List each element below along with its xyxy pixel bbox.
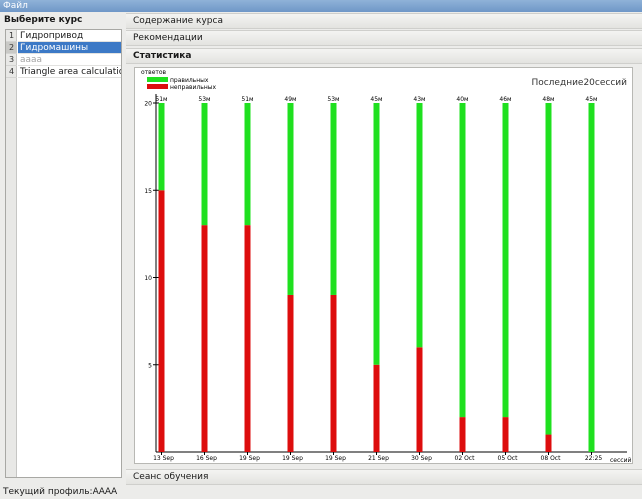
statistics-chart: 5 10 15 20 ответов сессий Последние20сессий пра… — [141, 69, 631, 463]
bar-incorrect — [201, 225, 208, 452]
course-list-heading: Выберите курс — [4, 15, 83, 25]
course-item-number: 3 — [6, 54, 17, 66]
course-item-selected[interactable]: 2 Гидромашины — [6, 42, 121, 54]
bar-duration-label: 53м — [198, 96, 210, 103]
y-tick-label: 10 — [144, 275, 152, 282]
section-learning-session[interactable]: Сеанс обучения — [126, 469, 642, 485]
course-item-name[interactable]: Гидропривод — [18, 30, 121, 42]
legend-label: правильных — [170, 77, 209, 84]
bar-duration-label: 45м — [585, 96, 597, 103]
bar-correct — [287, 103, 294, 295]
x-tick-label: 22:25 — [585, 455, 602, 462]
section-statistics-label: Статистика — [133, 51, 192, 61]
x-tick-label: 19 Sep — [282, 455, 303, 462]
bar-duration-label: 53м — [327, 96, 339, 103]
legend-label: неправильных — [170, 84, 216, 91]
course-item[interactable]: 4 Triangle area calculations — [6, 66, 121, 78]
course-item-name[interactable]: Гидромашины — [18, 42, 121, 54]
course-item[interactable]: 1 Гидропривод — [6, 30, 121, 42]
bar-duration-label: 51м — [155, 96, 167, 103]
bar-correct — [201, 103, 208, 226]
menu-file[interactable]: Файл — [3, 1, 28, 11]
course-item-number: 2 — [6, 42, 17, 54]
course-list-gutter — [6, 30, 17, 477]
y-tick-label: 15 — [144, 188, 152, 195]
section-recommendations-label: Рекомендации — [133, 33, 203, 43]
section-course-content[interactable]: Содержание курса — [126, 13, 642, 29]
section-statistics[interactable]: Статистика — [126, 48, 642, 64]
x-tick-label: 02 Oct — [455, 455, 476, 462]
bar-duration-label: 45м — [370, 96, 382, 103]
bar-incorrect — [158, 190, 165, 452]
y-tick-label: 20 — [144, 101, 152, 108]
y-axis-label: ответов — [141, 69, 167, 76]
bar-duration-label: 48м — [542, 96, 554, 103]
legend-swatch — [147, 84, 168, 89]
bar-correct — [459, 103, 466, 418]
bar-duration-label: 49м — [284, 96, 296, 103]
course-item-number: 1 — [6, 30, 17, 42]
bar-incorrect — [287, 294, 294, 452]
bar-correct — [416, 103, 423, 348]
bar-incorrect — [502, 417, 509, 452]
bar-duration-label: 40м — [456, 96, 468, 103]
x-tick-label: 08 Oct — [541, 455, 562, 462]
bar-correct — [502, 103, 509, 418]
x-axis-label: сессий — [610, 457, 631, 463]
bar-correct — [588, 103, 595, 452]
course-item-name[interactable]: Triangle area calculations — [18, 66, 121, 78]
section-learning-session-label: Сеанс обучения — [133, 472, 209, 482]
y-tick-label: 5 — [148, 362, 152, 369]
bar-incorrect — [459, 417, 466, 452]
bar-incorrect — [330, 294, 337, 452]
x-tick-label: 19 Sep — [239, 455, 260, 462]
bar-correct — [545, 103, 552, 435]
bar-correct — [158, 103, 165, 191]
bar-incorrect — [416, 347, 423, 452]
x-tick-label: 13 Sep — [153, 455, 174, 462]
chart-title: Последние20сессий — [531, 78, 627, 88]
x-tick-label: 21 Sep — [368, 455, 389, 462]
course-item-name[interactable]: аааа — [18, 54, 121, 66]
section-recommendations[interactable]: Рекомендации — [126, 30, 642, 46]
course-item-number: 4 — [6, 66, 17, 78]
x-tick-label: 05 Oct — [498, 455, 519, 462]
legend-swatch — [147, 77, 168, 82]
x-tick-label: 16 Sep — [196, 455, 217, 462]
bar-correct — [244, 103, 251, 226]
status-profile: Текущий профиль:АААА — [3, 487, 118, 497]
bar-incorrect — [244, 225, 251, 452]
bar-incorrect — [373, 364, 380, 452]
bar-duration-label: 43м — [413, 96, 425, 103]
course-item[interactable]: 3 аааа — [6, 54, 121, 66]
statistics-chart-panel: 5 10 15 20 ответов сессий Последние20сессий пра… — [134, 67, 633, 464]
bar-correct — [373, 103, 380, 365]
bar-incorrect — [545, 434, 552, 452]
x-tick-label: 30 Sep — [411, 455, 432, 462]
section-course-content-label: Содержание курса — [133, 16, 223, 26]
bar-correct — [330, 103, 337, 295]
menu-bar: Файл — [0, 0, 642, 12]
course-list[interactable]: 1 Гидропривод 2 Гидромашины 3 аааа 4 Tri… — [5, 29, 122, 478]
bar-duration-label: 46м — [499, 96, 511, 103]
x-tick-label: 19 Sep — [325, 455, 346, 462]
bar-duration-label: 51м — [241, 96, 253, 103]
